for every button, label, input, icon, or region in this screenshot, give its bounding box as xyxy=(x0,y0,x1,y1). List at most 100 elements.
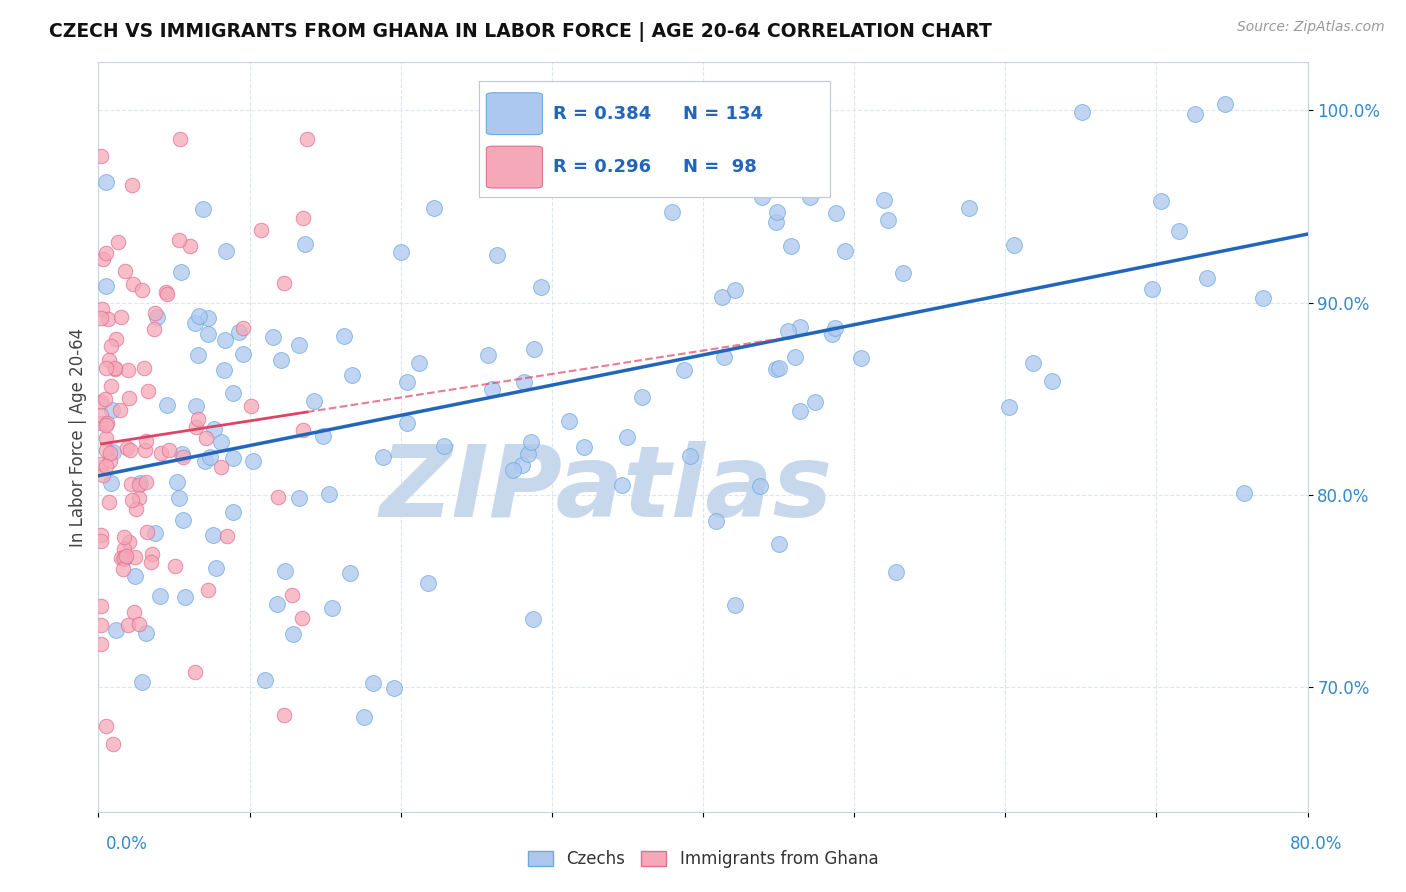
Point xyxy=(184,399,207,413)
Point xyxy=(201,528,224,542)
Point xyxy=(172,447,194,461)
Point xyxy=(262,330,284,344)
Point xyxy=(849,351,872,366)
Point xyxy=(361,675,384,690)
Point xyxy=(165,559,187,574)
Point xyxy=(295,132,318,146)
Text: 0.0%: 0.0% xyxy=(105,835,148,853)
Point xyxy=(90,533,112,548)
Point xyxy=(824,321,846,335)
Point xyxy=(170,265,193,279)
Legend: Czechs, Immigrants from Ghana: Czechs, Immigrants from Ghana xyxy=(520,844,886,875)
Point xyxy=(135,475,157,489)
Point xyxy=(156,287,179,301)
Point xyxy=(122,605,145,619)
Text: CZECH VS IMMIGRANTS FROM GHANA IN LABOR FORCE | AGE 20-64 CORRELATION CHART: CZECH VS IMMIGRANTS FROM GHANA IN LABOR … xyxy=(49,22,993,42)
Point xyxy=(270,353,292,368)
Point xyxy=(222,451,245,466)
Point xyxy=(304,394,326,409)
Point xyxy=(97,495,120,509)
Point xyxy=(156,398,179,412)
Point xyxy=(179,239,201,253)
Point xyxy=(1040,374,1063,388)
Point xyxy=(96,431,118,445)
Point xyxy=(520,434,543,449)
Point xyxy=(121,178,143,192)
Point xyxy=(751,190,773,204)
Point xyxy=(610,478,633,492)
Point xyxy=(824,205,846,219)
Point xyxy=(101,402,124,417)
Point xyxy=(157,442,180,457)
Point xyxy=(228,326,250,340)
Point xyxy=(510,458,533,473)
Point xyxy=(107,235,129,249)
Point xyxy=(332,329,354,343)
Point xyxy=(486,248,509,262)
Point xyxy=(94,361,117,376)
Point xyxy=(90,637,112,651)
Point xyxy=(129,476,152,491)
Point xyxy=(202,421,225,435)
Point xyxy=(723,599,745,613)
Point xyxy=(517,447,540,461)
Point xyxy=(91,252,114,267)
Point xyxy=(765,204,787,219)
Text: 80.0%: 80.0% xyxy=(1291,835,1343,853)
Point xyxy=(340,368,363,382)
Point xyxy=(149,589,172,603)
Point xyxy=(118,443,141,458)
Point xyxy=(97,311,120,326)
Point xyxy=(408,356,430,370)
Point xyxy=(422,202,444,216)
Point xyxy=(131,283,153,297)
Point xyxy=(661,205,683,219)
Point xyxy=(101,737,124,751)
Point xyxy=(121,492,143,507)
Point xyxy=(738,182,761,196)
Point xyxy=(779,239,801,253)
Point xyxy=(169,132,191,146)
Point xyxy=(100,379,122,393)
Point xyxy=(513,375,536,389)
Point xyxy=(291,611,314,625)
Point xyxy=(215,244,238,258)
Point xyxy=(789,319,811,334)
Point xyxy=(281,588,304,602)
Point xyxy=(112,551,135,566)
Point xyxy=(187,348,209,362)
Point xyxy=(172,513,194,527)
Point xyxy=(194,454,217,468)
Point xyxy=(98,454,121,468)
Point xyxy=(267,490,290,504)
Point xyxy=(523,156,546,170)
Point xyxy=(778,324,800,338)
Point xyxy=(724,283,747,297)
Point xyxy=(135,626,157,640)
Point xyxy=(143,306,166,320)
Point xyxy=(100,445,122,459)
Point xyxy=(135,434,157,448)
Point xyxy=(104,360,127,375)
Point xyxy=(371,450,394,465)
Point xyxy=(768,360,790,375)
Point xyxy=(131,675,153,690)
Point xyxy=(184,665,207,680)
Point xyxy=(105,332,128,346)
Point xyxy=(396,416,419,430)
Point xyxy=(111,561,134,575)
Point xyxy=(108,402,131,417)
Point xyxy=(98,352,121,367)
Point xyxy=(134,442,156,457)
Point xyxy=(998,401,1021,415)
Point xyxy=(274,564,297,578)
Point xyxy=(197,582,219,597)
Point xyxy=(1213,96,1236,111)
Point xyxy=(522,612,544,626)
Point xyxy=(713,350,735,364)
Point xyxy=(321,601,343,615)
Point xyxy=(1233,486,1256,500)
Point xyxy=(572,440,595,454)
Point xyxy=(704,514,727,528)
Point xyxy=(957,201,980,215)
